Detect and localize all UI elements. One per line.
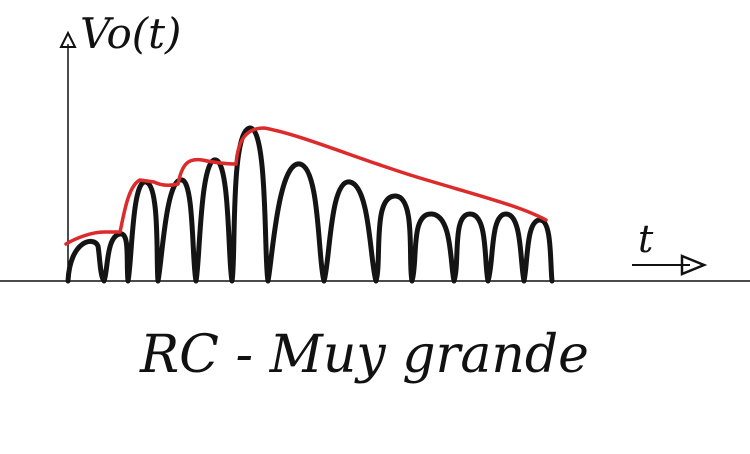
- voltage-axis-arrow-icon: [59, 30, 77, 48]
- rectified-signal: [65, 125, 555, 284]
- time-axis-arrow-icon: [680, 254, 708, 276]
- voltage-axis-label: Vo(t): [80, 9, 181, 58]
- time-axis-label: t: [638, 217, 654, 261]
- caption: RC - Muy grande: [139, 325, 589, 385]
- envelope-curve: [64, 126, 548, 246]
